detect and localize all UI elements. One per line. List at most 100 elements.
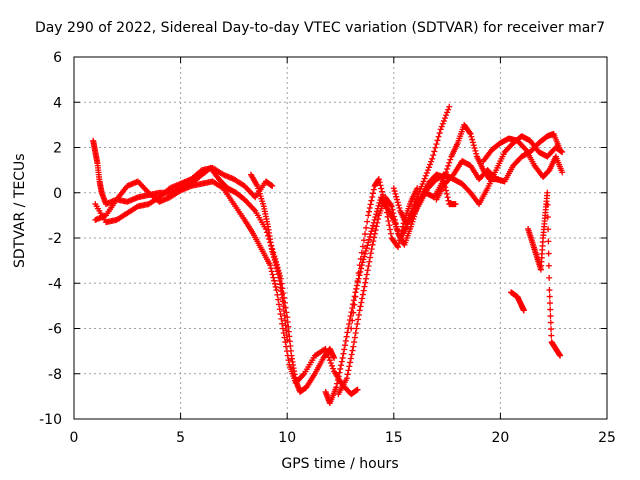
data-point bbox=[349, 305, 356, 312]
y-tick-label: -8 bbox=[48, 367, 62, 383]
data-point bbox=[356, 307, 363, 314]
data-point bbox=[367, 250, 374, 257]
y-tick-label: 6 bbox=[53, 50, 62, 66]
data-point bbox=[393, 223, 400, 230]
data-point bbox=[395, 244, 402, 251]
data-point bbox=[391, 188, 398, 195]
data-point bbox=[443, 187, 450, 194]
data-point bbox=[468, 133, 475, 140]
tick-marks bbox=[73, 56, 608, 420]
data-point bbox=[382, 201, 389, 208]
data-point bbox=[324, 351, 331, 358]
data-point bbox=[270, 251, 277, 258]
data-point bbox=[342, 342, 349, 349]
data-point bbox=[394, 199, 401, 206]
data-point bbox=[271, 277, 278, 284]
data-point bbox=[284, 336, 291, 343]
data-point bbox=[359, 291, 366, 298]
data-point bbox=[545, 238, 552, 245]
data-point bbox=[544, 201, 551, 208]
data-point bbox=[425, 164, 432, 171]
data-series bbox=[348, 176, 421, 332]
x-tick-label: 25 bbox=[598, 430, 616, 446]
data-point bbox=[358, 249, 365, 256]
data-point bbox=[334, 376, 341, 383]
data-point bbox=[469, 136, 476, 143]
data-point bbox=[371, 216, 378, 223]
data-point bbox=[374, 219, 381, 226]
data-point bbox=[367, 201, 374, 208]
data-point bbox=[347, 359, 354, 366]
data-point bbox=[446, 103, 453, 110]
data-point bbox=[285, 357, 292, 364]
data-point bbox=[381, 197, 388, 204]
data-point bbox=[271, 280, 278, 287]
data-point bbox=[272, 259, 279, 266]
data-point bbox=[390, 210, 397, 217]
data-point bbox=[366, 258, 373, 265]
data-point bbox=[333, 384, 340, 391]
data-point bbox=[322, 345, 329, 352]
data-point bbox=[375, 176, 382, 183]
data-point bbox=[326, 357, 333, 364]
data-point bbox=[274, 268, 281, 275]
data-point bbox=[362, 250, 369, 257]
data-point bbox=[335, 373, 342, 380]
data-point bbox=[350, 343, 357, 350]
data-point bbox=[546, 293, 553, 300]
data-point bbox=[362, 231, 369, 238]
data-point bbox=[274, 265, 281, 272]
data-point bbox=[392, 190, 399, 197]
data-points bbox=[90, 103, 566, 407]
data-point bbox=[396, 237, 403, 244]
data-point bbox=[559, 169, 566, 176]
data-point bbox=[434, 137, 441, 144]
data-point bbox=[443, 112, 450, 119]
data-point bbox=[436, 130, 443, 137]
data-point bbox=[466, 129, 473, 136]
data-point bbox=[387, 226, 394, 233]
data-point bbox=[441, 115, 448, 122]
data-point bbox=[272, 283, 279, 290]
data-point bbox=[370, 238, 377, 245]
data-point bbox=[343, 375, 350, 382]
data-series bbox=[90, 137, 338, 395]
data-point bbox=[366, 208, 373, 215]
data-point bbox=[363, 275, 370, 282]
data-point bbox=[365, 239, 372, 246]
data-point bbox=[384, 213, 391, 220]
data-point bbox=[348, 325, 355, 332]
data-point bbox=[368, 246, 375, 253]
grid-lines bbox=[74, 57, 607, 419]
data-point bbox=[273, 287, 280, 294]
data-point bbox=[546, 287, 553, 294]
data-point bbox=[547, 313, 554, 320]
data-point bbox=[364, 218, 371, 225]
data-point bbox=[431, 148, 438, 155]
data-point bbox=[268, 268, 275, 275]
data-point bbox=[439, 120, 446, 127]
data-point bbox=[392, 220, 399, 227]
data-point bbox=[557, 352, 564, 359]
data-point bbox=[133, 204, 140, 211]
data-point bbox=[363, 224, 370, 231]
data-point bbox=[351, 334, 358, 341]
data-point bbox=[393, 196, 400, 203]
data-point bbox=[379, 188, 386, 195]
data-point bbox=[278, 315, 285, 322]
data-point bbox=[330, 365, 337, 372]
data-series bbox=[322, 103, 453, 407]
data-point bbox=[273, 262, 280, 269]
data-point bbox=[393, 193, 400, 200]
data-point bbox=[343, 333, 350, 340]
data-point bbox=[366, 205, 373, 212]
data-point bbox=[327, 360, 334, 367]
data-series bbox=[433, 130, 564, 203]
data-point bbox=[447, 156, 454, 163]
data-point bbox=[356, 262, 363, 269]
x-tick-label: 5 bbox=[176, 430, 185, 446]
data-series bbox=[247, 171, 291, 343]
data-point bbox=[371, 234, 378, 241]
data-point bbox=[355, 311, 362, 318]
data-point bbox=[380, 194, 387, 201]
